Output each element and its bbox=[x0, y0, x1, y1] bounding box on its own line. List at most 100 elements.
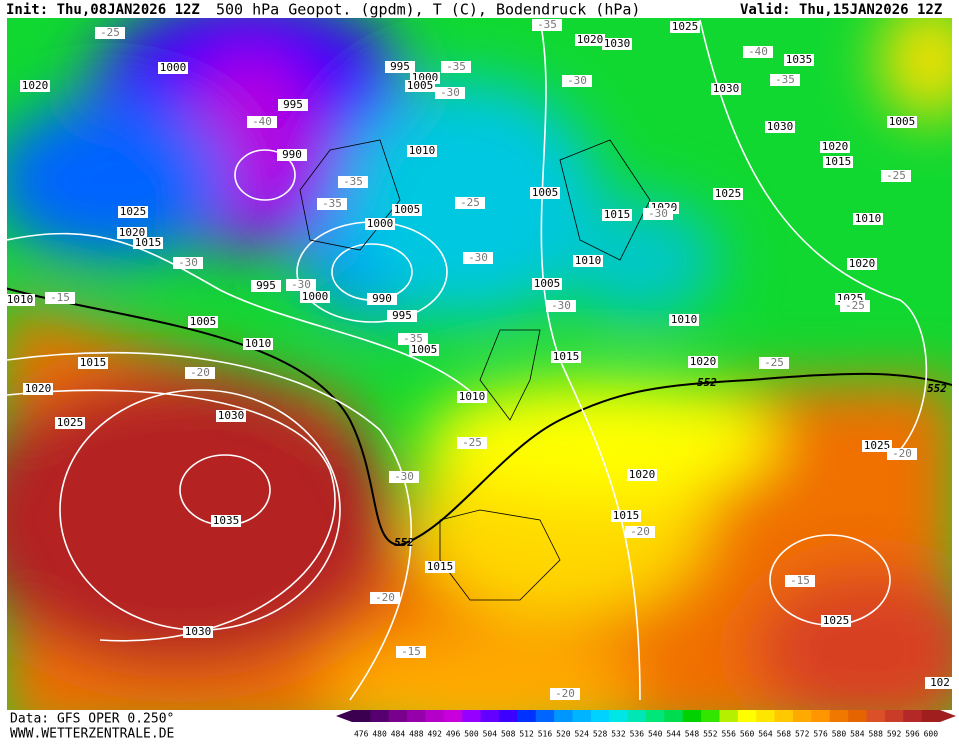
isobar-label-box bbox=[409, 344, 439, 356]
colorbar-label: 484 bbox=[391, 730, 406, 739]
isobar-label-box bbox=[387, 310, 417, 322]
temperature-label: -30 bbox=[291, 278, 311, 291]
isobar-label: 1015 bbox=[613, 509, 640, 522]
isobar-label: 1030 bbox=[767, 120, 794, 133]
colorbar-swatch bbox=[535, 710, 555, 722]
isobar-label: 1025 bbox=[57, 416, 84, 429]
isobar-label-box bbox=[711, 83, 741, 95]
isobar-label-box bbox=[211, 515, 241, 527]
isobar-label: 1000 bbox=[160, 61, 187, 74]
colorbar-swatch bbox=[793, 710, 812, 722]
height-label: 552 bbox=[697, 376, 717, 389]
temperature-label-box bbox=[435, 87, 465, 99]
colorbar-label: 532 bbox=[611, 730, 626, 739]
temperature-label: -30 bbox=[468, 251, 488, 264]
isobar-label-box bbox=[602, 209, 632, 221]
isobar-label-box bbox=[55, 417, 85, 429]
temperature-label: -15 bbox=[50, 291, 70, 304]
colorbar-swatch bbox=[756, 710, 776, 722]
colorbar-swatch bbox=[719, 710, 739, 722]
isobar-label: 1010 bbox=[459, 390, 486, 403]
isobar-label-box bbox=[78, 357, 108, 369]
colorbar-swatch bbox=[554, 710, 573, 722]
isobar-label: 1020 bbox=[629, 468, 656, 481]
isobar-label-box bbox=[573, 255, 603, 267]
isobar-label: 1010 bbox=[7, 293, 34, 306]
temperature-label: -30 bbox=[178, 256, 198, 269]
isobar-label: 1030 bbox=[185, 625, 212, 638]
isobar-label-box bbox=[784, 54, 814, 66]
temperature-label-box bbox=[286, 279, 316, 291]
colorbar-swatch bbox=[664, 710, 684, 722]
colorbar-label: 592 bbox=[887, 730, 902, 739]
isobar-label-box bbox=[392, 204, 422, 216]
isobar-label: 1035 bbox=[786, 53, 813, 66]
isobar-label: 1020 bbox=[822, 140, 849, 153]
isobar-label-box bbox=[365, 218, 395, 230]
isobar-label-box bbox=[385, 61, 415, 73]
isobar-label-box bbox=[670, 21, 700, 33]
temperature-label-box bbox=[881, 170, 911, 182]
colorbar-swatch bbox=[682, 710, 702, 722]
isobar-label: 1015 bbox=[604, 208, 631, 221]
temperature-label: -25 bbox=[462, 436, 482, 449]
temperature-label: -25 bbox=[100, 26, 120, 39]
colorbar-swatch bbox=[921, 710, 941, 722]
colorbar-label: 488 bbox=[409, 730, 424, 739]
isobar-label: 1010 bbox=[855, 212, 882, 225]
isobar-label-box bbox=[133, 237, 163, 249]
isobar-label: 995 bbox=[283, 98, 303, 111]
temperature-label-box bbox=[785, 575, 815, 587]
temperature-label: -30 bbox=[648, 207, 668, 220]
temperature-label: -30 bbox=[567, 74, 587, 87]
colorbar-label: 596 bbox=[905, 730, 920, 739]
website: WWW.WETTERZENTRALE.DE bbox=[10, 727, 174, 742]
temperature-label-box bbox=[45, 292, 75, 304]
isobar-label-box bbox=[251, 280, 281, 292]
colorbar-swatch bbox=[462, 710, 482, 722]
temperature-label: -35 bbox=[403, 332, 423, 345]
isobar-label-box bbox=[425, 561, 455, 573]
temperature-label-box bbox=[317, 198, 347, 210]
colorbar-swatch bbox=[443, 710, 463, 722]
temperature-label-box bbox=[457, 437, 487, 449]
isobar-label: 1020 bbox=[577, 33, 604, 46]
isobar-label: 1025 bbox=[864, 439, 891, 452]
colorbar-swatch bbox=[866, 710, 886, 722]
isobar-label-box bbox=[532, 278, 562, 290]
colorbar-swatch bbox=[627, 710, 647, 722]
temperature-label: -20 bbox=[190, 366, 210, 379]
temperature-label: -25 bbox=[764, 356, 784, 369]
colorbar-swatch bbox=[425, 710, 445, 722]
isobar-label-box bbox=[602, 38, 632, 50]
isobar-label-box bbox=[216, 410, 246, 422]
colorbar-label: 560 bbox=[740, 730, 755, 739]
colorbar-swatch bbox=[884, 710, 904, 722]
isobar-label-box bbox=[925, 677, 955, 689]
colorbar-label: 580 bbox=[832, 730, 847, 739]
map-title: 500 hPa Geopot. (gpdm), T (C), Bodendruc… bbox=[216, 1, 640, 19]
colorbar-label: 568 bbox=[777, 730, 792, 739]
colorbar-swatch bbox=[407, 710, 426, 722]
colorbar-label: 500 bbox=[464, 730, 479, 739]
temperature-label: -25 bbox=[886, 169, 906, 182]
temperature-label-box bbox=[185, 367, 215, 379]
isobar-label: 995 bbox=[256, 279, 276, 292]
temperature-label-box bbox=[743, 46, 773, 58]
isobar-label: 1005 bbox=[532, 186, 559, 199]
temperature-label-box bbox=[546, 300, 576, 312]
colorbar-label: 564 bbox=[758, 730, 773, 739]
temperature-label: -35 bbox=[446, 60, 466, 73]
colorbar-swatch bbox=[517, 710, 537, 722]
colorbar-swatch bbox=[811, 710, 831, 722]
colorbar-label: 552 bbox=[703, 730, 718, 739]
isobar-label-box bbox=[713, 188, 743, 200]
temperature-label-box bbox=[455, 197, 485, 209]
colorbar-label: 540 bbox=[648, 730, 663, 739]
isobar-label-box bbox=[20, 80, 50, 92]
temperature-label: -30 bbox=[394, 470, 414, 483]
isobar-label-box bbox=[847, 258, 877, 270]
isobar-label-box bbox=[821, 615, 851, 627]
